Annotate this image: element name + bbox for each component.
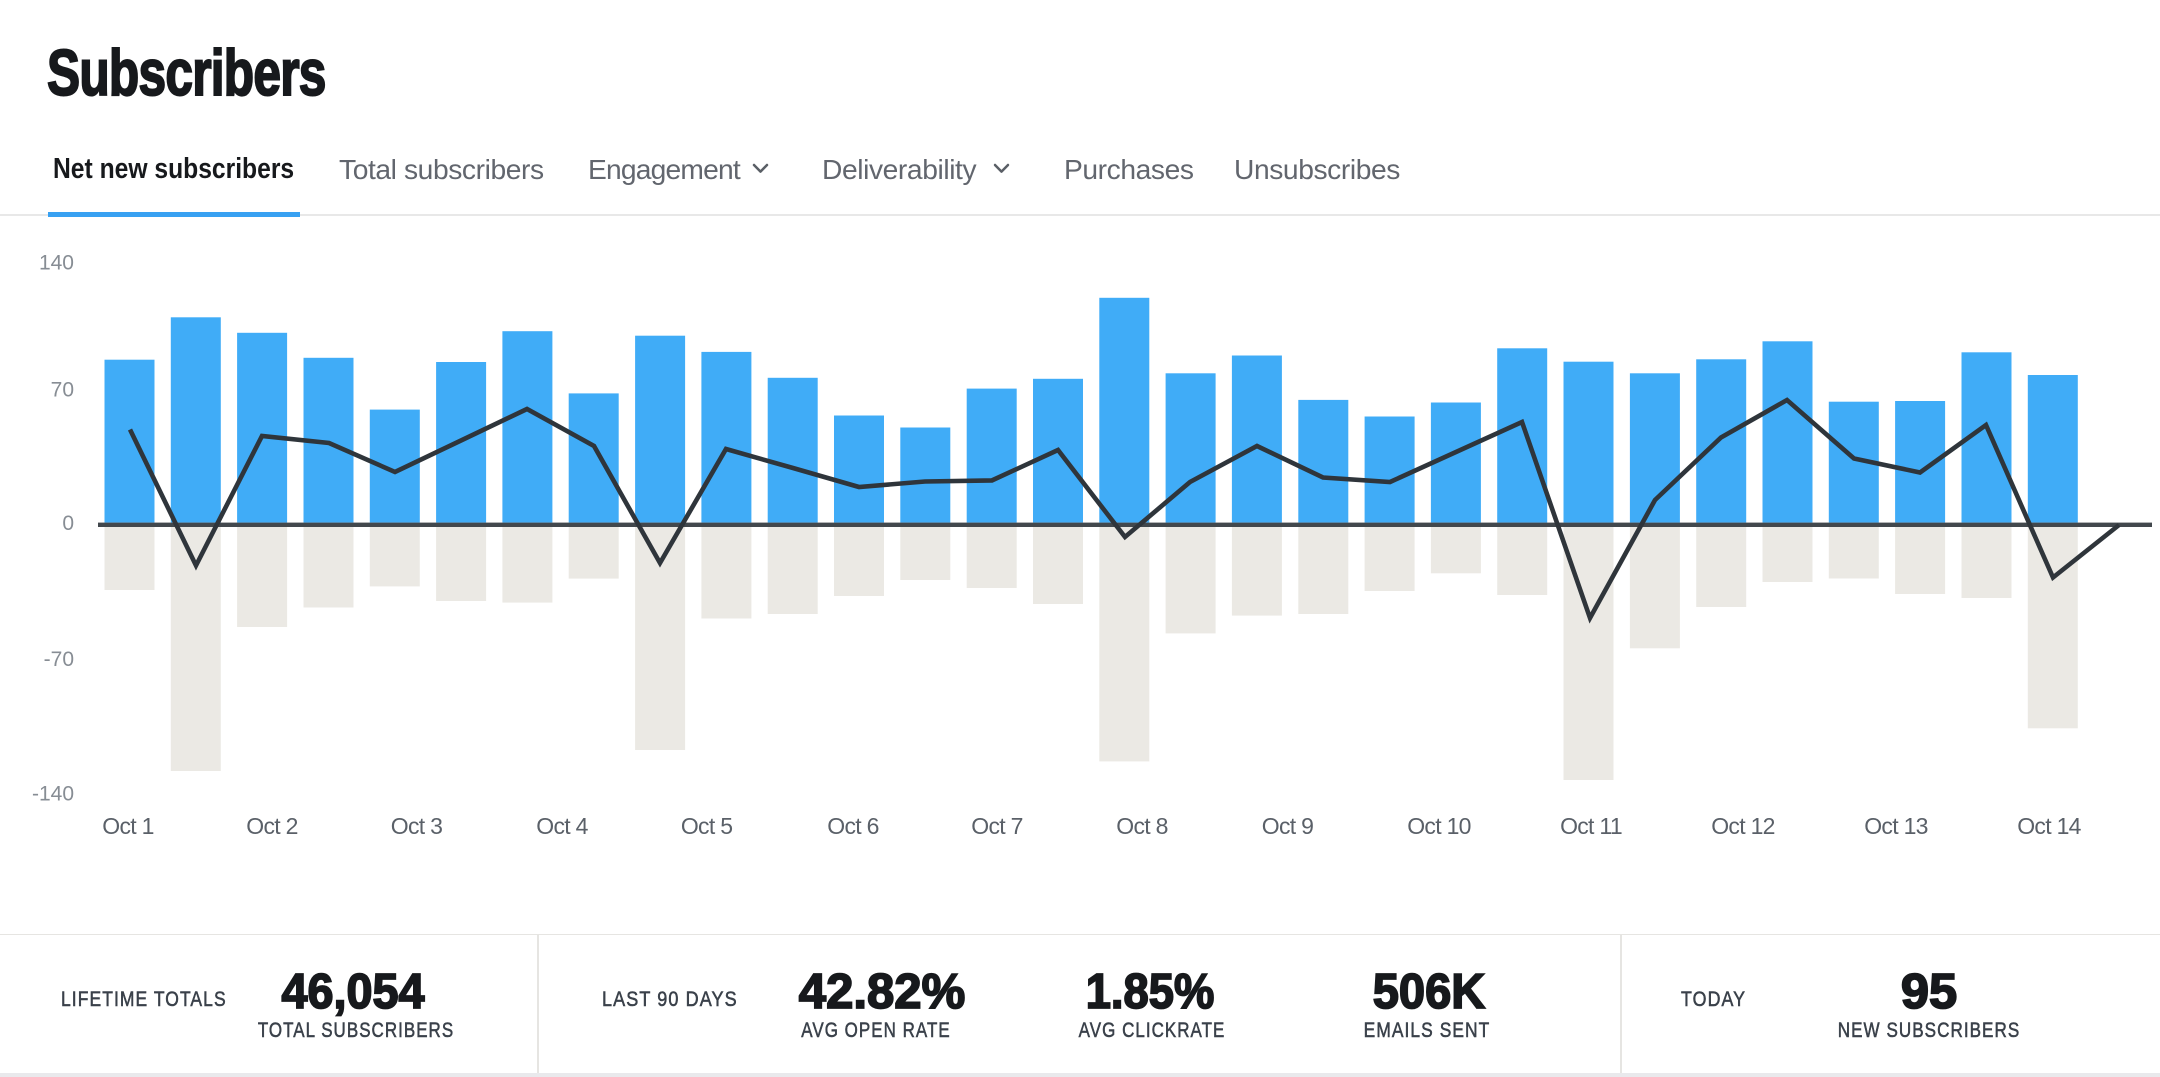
svg-text:-140: -140 [32, 783, 74, 806]
svg-text:Oct 6: Oct 6 [827, 813, 878, 839]
svg-text:70: 70 [51, 378, 74, 401]
svg-text:0: 0 [62, 512, 74, 535]
svg-text:Oct 7: Oct 7 [971, 813, 1022, 839]
svg-text:Oct 14: Oct 14 [2017, 813, 2081, 839]
svg-text:Oct 11: Oct 11 [1560, 813, 1622, 839]
svg-text:Oct 8: Oct 8 [1116, 813, 1167, 839]
svg-text:-70: -70 [44, 648, 74, 671]
svg-text:Oct 3: Oct 3 [391, 813, 442, 839]
svg-text:Oct 2: Oct 2 [246, 813, 297, 839]
svg-text:Oct 12: Oct 12 [1711, 813, 1775, 839]
svg-text:140: 140 [39, 252, 74, 275]
svg-text:Oct 9: Oct 9 [1262, 813, 1313, 839]
svg-text:Oct 4: Oct 4 [536, 813, 588, 839]
svg-text:Oct 1: Oct 1 [102, 813, 153, 839]
svg-text:Oct 10: Oct 10 [1407, 813, 1471, 839]
svg-text:Oct 13: Oct 13 [1864, 813, 1928, 839]
svg-text:Oct 5: Oct 5 [681, 813, 732, 839]
